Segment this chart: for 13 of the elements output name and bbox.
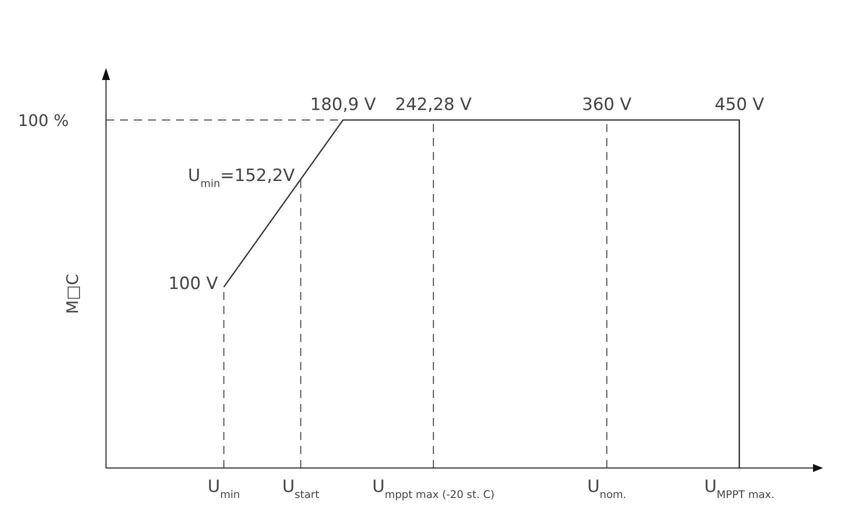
x-tick-label: 360 V <box>582 95 632 115</box>
ref-line-label: U$_{nom.}$ <box>587 477 626 501</box>
annotation: U$_{min}$=152,2V <box>188 166 296 190</box>
ref-line-label: 100 % <box>18 111 69 130</box>
ref-line-label: U$_{MPPT max.}$ <box>704 477 775 501</box>
x-tick-label: 450 V <box>714 95 764 115</box>
ref-line-label: U$_{min}$ <box>208 477 240 501</box>
y-axis-title: M□C <box>63 274 82 314</box>
ref-line-label: U$_{start}$ <box>282 477 320 501</box>
annotation: 100 V <box>168 274 218 294</box>
ref-line-label: U$_{mppt max (-20 st. C)}$ <box>372 477 495 501</box>
x-tick-label: 180,9 V <box>310 95 376 115</box>
x-tick-label: 242,28 V <box>395 95 472 115</box>
